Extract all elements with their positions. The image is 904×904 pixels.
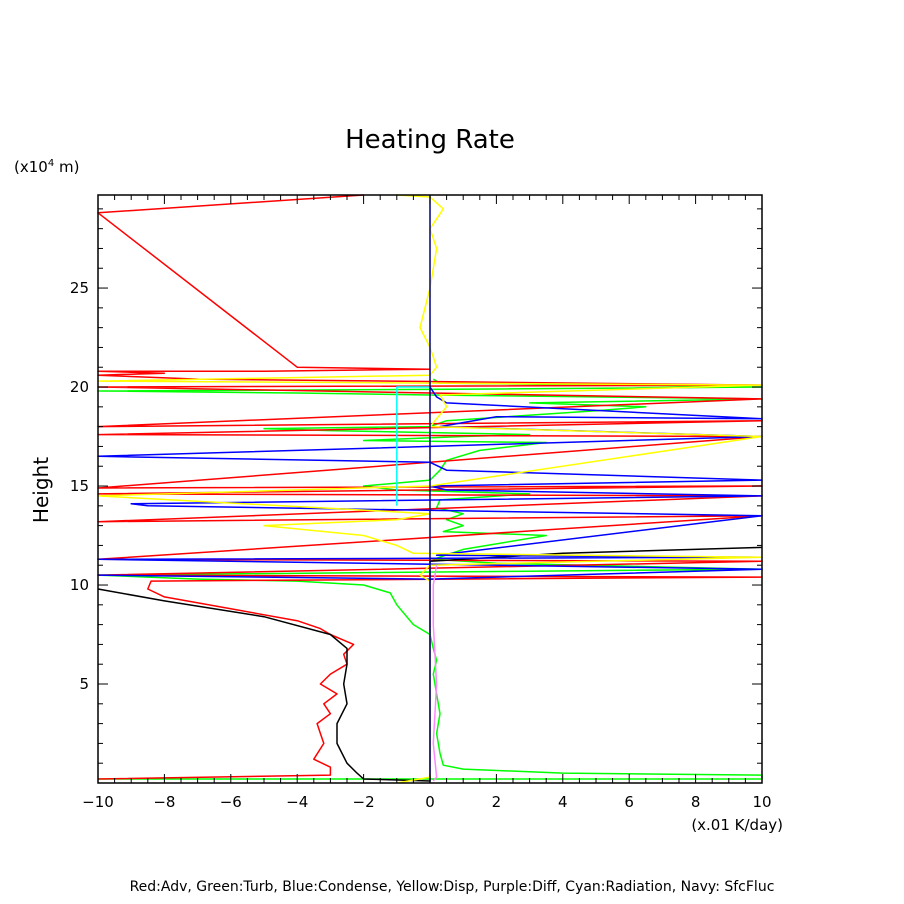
tick-layer: −10 −8 −6 −4 −2 0 2 4 6 8 10 5 10 15 20 25 bbox=[70, 195, 772, 811]
y-tick-label: 10 bbox=[70, 576, 89, 594]
y-tick-label: 25 bbox=[70, 279, 89, 297]
series-line-6 bbox=[396, 386, 430, 506]
series-layer bbox=[97, 194, 763, 784]
x-tick-label: −8 bbox=[153, 793, 175, 811]
x-tick-label: −4 bbox=[286, 793, 308, 811]
x-tick-label: −2 bbox=[353, 793, 375, 811]
x-axis-label: (x.01 K/day) bbox=[691, 816, 783, 834]
x-tick-label: 2 bbox=[492, 793, 502, 811]
x-tick-label: −10 bbox=[82, 793, 114, 811]
x-tick-label: 6 bbox=[624, 793, 634, 811]
y-axis-label: Height bbox=[29, 457, 53, 523]
x-tick-label: 10 bbox=[752, 793, 771, 811]
x-tick-label: 4 bbox=[558, 793, 568, 811]
x-tick-label: 0 bbox=[425, 793, 435, 811]
x-tick-label: −6 bbox=[220, 793, 242, 811]
y-tick-label: 20 bbox=[70, 378, 89, 396]
legend-text: Red:Adv, Green:Turb, Blue:Condense, Yell… bbox=[130, 879, 775, 895]
y-unit-label: (x104 m) bbox=[14, 158, 79, 176]
y-unit-exponent: 4 bbox=[48, 158, 54, 169]
plot-frame bbox=[97, 194, 763, 784]
x-tick-label: 8 bbox=[691, 793, 701, 811]
series-line-5 bbox=[432, 565, 438, 782]
series-line-0 bbox=[97, 378, 763, 780]
y-tick-label: 15 bbox=[70, 477, 89, 495]
chart-title: Heating Rate bbox=[345, 125, 515, 155]
y-unit-tail: m) bbox=[54, 158, 79, 176]
y-tick-label: 5 bbox=[79, 675, 89, 693]
y-unit-base: (x10 bbox=[14, 158, 48, 176]
